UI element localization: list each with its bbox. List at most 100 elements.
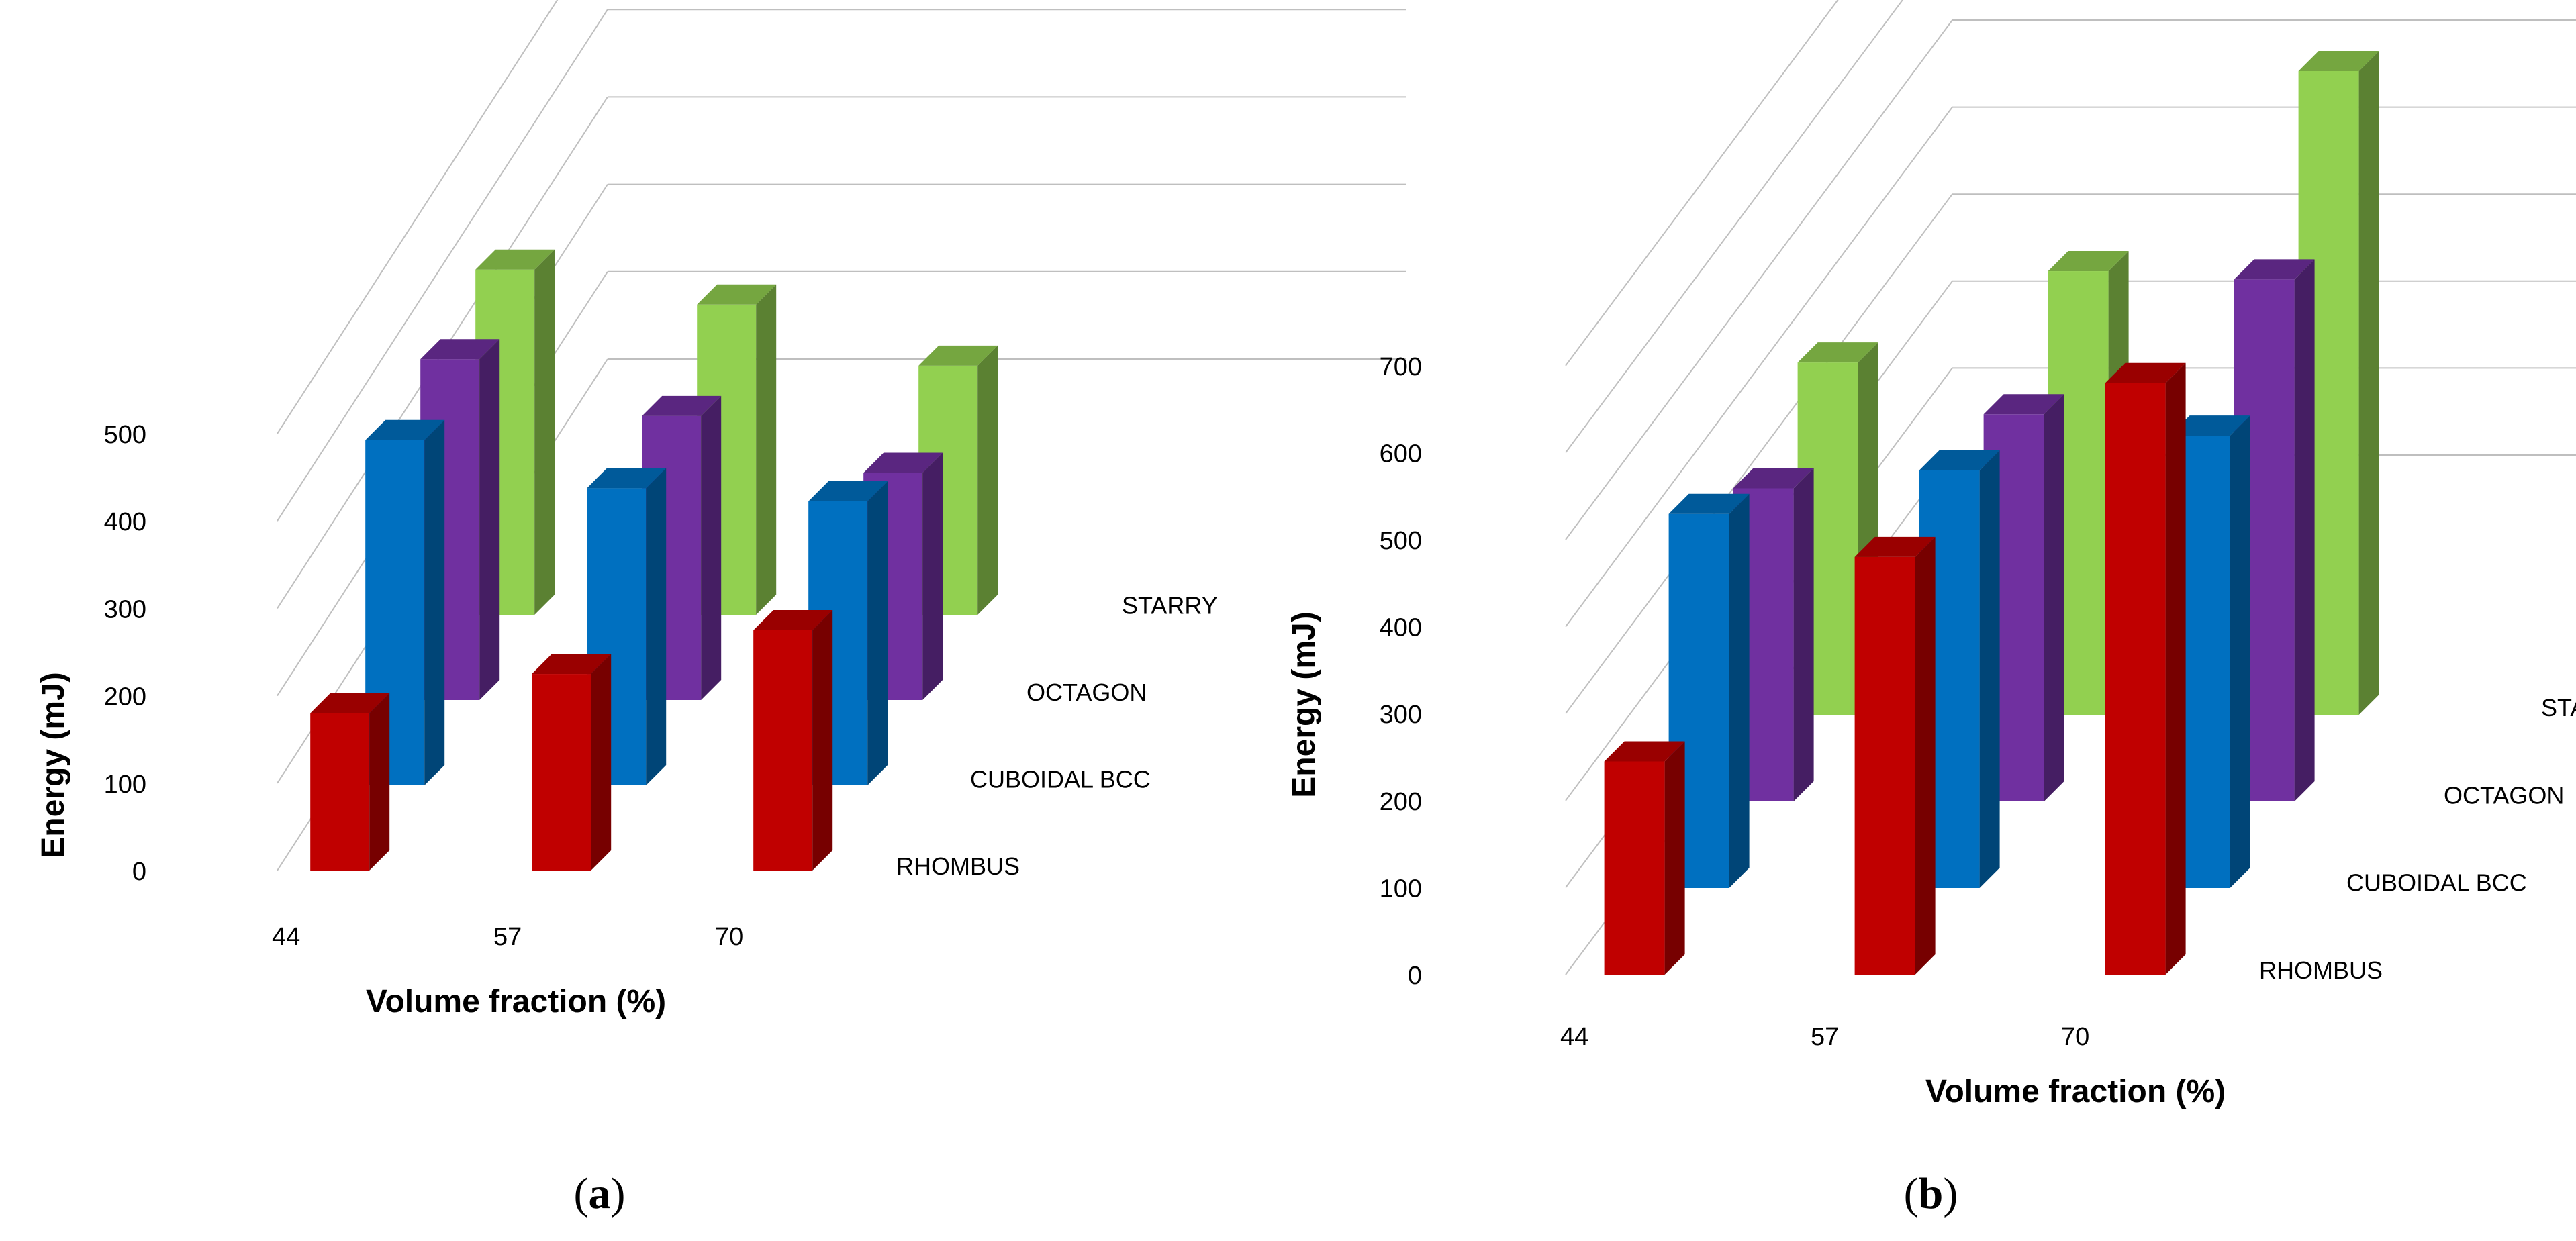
bar-front-face <box>1854 556 1915 975</box>
bar-side-face <box>812 609 833 871</box>
y-tick-label: 100 <box>1380 875 1422 903</box>
y-tick-labels: 0 100 200 300 400 500 600 700 <box>1380 353 1422 990</box>
bar-top-face <box>2048 251 2129 272</box>
bar-rhombus-44 <box>310 693 390 871</box>
bar-cuboidal-bcc-44 <box>365 419 445 785</box>
bar-top-face <box>1733 468 1814 489</box>
bar-side-face <box>369 693 390 871</box>
x-category-label: 70 <box>715 923 743 951</box>
bar-top-face <box>310 693 390 713</box>
y-axis-title: Energy (mJ) <box>1286 611 1322 797</box>
x-category-labels: 44 57 70 <box>272 923 743 951</box>
bar-top-face <box>2298 50 2379 71</box>
y-tick-label: 200 <box>104 683 146 711</box>
series-labels: RHOMBUS CUBOIDAL BCC OCTAGON STARRY <box>896 591 1218 880</box>
series-label: OCTAGON <box>1027 679 1147 706</box>
bar-rhombus-70 <box>753 609 833 871</box>
x-category-label: 57 <box>493 923 522 951</box>
bar-side-face <box>2165 362 2186 975</box>
x-category-labels: 44 57 70 <box>1560 1023 2089 1051</box>
x-axis-title: Volume fraction (%) <box>366 984 666 1020</box>
bars <box>1604 50 2379 975</box>
bar-side-face <box>922 452 943 700</box>
y-tick-label: 300 <box>104 595 146 624</box>
y-axis-title: Energy (mJ) <box>36 672 71 858</box>
bar-side-face <box>2230 415 2250 888</box>
bar-rhombus-57 <box>1854 536 1936 975</box>
bar-side-face <box>1793 468 1814 801</box>
series-label: OCTAGON <box>2444 781 2564 809</box>
y-tick-label: 400 <box>1380 614 1422 642</box>
bar-side-face <box>867 481 888 785</box>
x-category-label: 70 <box>2061 1023 2089 1051</box>
depth-gridline <box>1565 19 1953 540</box>
bar-top-face <box>918 345 998 366</box>
x-category-label: 44 <box>272 923 300 951</box>
bar-top-face <box>2234 259 2315 280</box>
bar-front-face <box>753 630 813 871</box>
depth-gridline <box>1565 107 1953 628</box>
x-category-label: 57 <box>1811 1023 1839 1051</box>
bar-side-face <box>1979 450 2000 888</box>
bar-top-face <box>1919 450 2000 470</box>
bar-side-face <box>2044 394 2064 801</box>
bar-side-face <box>977 345 998 615</box>
bar-top-face <box>2105 362 2186 383</box>
bar-rhombus-44 <box>1604 741 1685 975</box>
depth-gridline <box>1565 193 1953 714</box>
y-tick-label: 700 <box>1380 353 1422 381</box>
series-label: STARRY <box>2541 694 2576 722</box>
series-label: STARRY <box>1122 591 1218 619</box>
bar-side-face <box>1664 741 1685 975</box>
x-axis-title: Volume fraction (%) <box>1925 1074 2226 1109</box>
bar-side-face <box>756 284 777 615</box>
bar-top-face <box>808 481 888 501</box>
depth-gridline <box>277 9 608 522</box>
panel-label: (b) <box>1904 1169 1958 1218</box>
y-tick-label: 500 <box>104 421 146 449</box>
bar-top-face <box>2169 415 2250 436</box>
bar-side-face <box>1915 536 1936 975</box>
series-label: RHOMBUS <box>896 852 1020 880</box>
bar-side-face <box>479 339 500 701</box>
bar-front-face <box>2105 383 2166 975</box>
series-labels: RHOMBUS CUBOIDAL BCC OCTAGON STARRY <box>2259 694 2576 984</box>
x-category-label: 44 <box>1560 1023 1588 1051</box>
bar-top-face <box>587 468 667 489</box>
panel-b-chart: 0 100 200 300 400 500 600 700 RHOMBUS CUBOIDAL BC… <box>1286 0 2576 1218</box>
bar-top-face <box>697 284 777 305</box>
bar-top-face <box>1604 741 1685 762</box>
bar-top-face <box>1797 342 1878 363</box>
y-tick-label: 300 <box>1380 701 1422 729</box>
panel-a-chart: 0 100 200 300 400 500 RHOMBUS CUBOIDAL BCC OCTAG… <box>36 0 1406 1218</box>
bar-front-face <box>310 713 370 871</box>
y-tick-labels: 0 100 200 300 400 500 <box>104 421 146 886</box>
bar-top-face <box>1668 493 1750 514</box>
y-tick-label: 600 <box>1380 440 1422 468</box>
series-label: CUBOIDAL BCC <box>2346 869 2527 897</box>
bar-side-face <box>701 395 722 700</box>
bar-rhombus-70 <box>2105 362 2186 975</box>
series-label: CUBOIDAL BCC <box>970 765 1151 793</box>
bar-side-face <box>2358 50 2379 715</box>
y-tick-label: 500 <box>1380 527 1422 555</box>
bar-top-face <box>475 249 555 270</box>
bar-side-face <box>646 468 667 785</box>
bar-side-face <box>534 249 555 615</box>
bar-top-face <box>863 452 943 473</box>
bar-cuboidal-bcc-70 <box>2169 415 2250 888</box>
bar-side-face <box>591 654 612 871</box>
bar-rhombus-57 <box>532 654 612 871</box>
panel-label: (a) <box>574 1169 626 1218</box>
series-label: RHOMBUS <box>2259 956 2383 984</box>
bar-top-face <box>420 339 500 360</box>
depth-gridline <box>1565 0 1904 453</box>
y-tick-label: 0 <box>132 858 146 886</box>
bars <box>310 249 998 871</box>
bar-top-face <box>753 609 833 630</box>
bar-side-face <box>1729 493 1750 888</box>
y-tick-label: 200 <box>1380 788 1422 816</box>
bar-top-face <box>365 419 445 440</box>
bar-top-face <box>532 654 612 675</box>
